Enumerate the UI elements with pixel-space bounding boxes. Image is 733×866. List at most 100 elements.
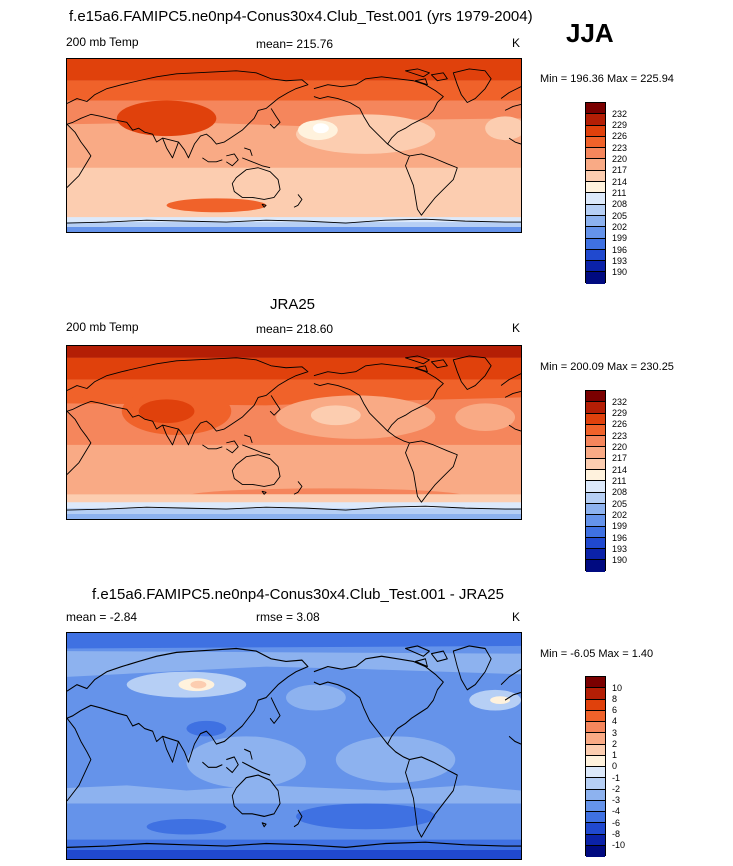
colorbar-tick-label: 220 [612, 154, 628, 164]
colorbar-swatch [586, 560, 605, 572]
panel2-title: JRA25 [270, 296, 316, 313]
colorbar-tick-label: 217 [612, 165, 628, 175]
colorbar-tick-label: 193 [612, 256, 628, 266]
colorbar-tick-label: 8 [612, 694, 618, 704]
panel2-left-label: 200 mb Temp [66, 320, 139, 334]
colorbar-swatch [586, 699, 605, 711]
colorbar-swatch [586, 249, 605, 262]
colorbar-tick-label: 4 [612, 716, 618, 726]
colorbar-swatch [586, 215, 605, 228]
colorbar-tick-label: 214 [612, 465, 628, 475]
colorbar-tick-label: 202 [612, 222, 628, 232]
panel1-left-label: 200 mb Temp [66, 35, 139, 49]
colorbar-tick-label: 205 [612, 499, 628, 509]
colorbar-tick-label: 211 [612, 476, 627, 486]
colorbar-swatch [586, 789, 605, 801]
panel1-mean-label: mean= 215.76 [256, 37, 334, 51]
colorbar-tick-label: -8 [612, 829, 621, 839]
colorbar-tick-label: -4 [612, 806, 621, 816]
colorbar-swatch [586, 125, 605, 137]
colorbar-tick-label: -2 [612, 784, 621, 794]
panel1-title: f.e15a6.FAMIPC5.ne0np4-Conus30x4.Club_Te… [69, 8, 533, 25]
panel2-colorbar [585, 390, 606, 572]
colorbar-swatch [586, 710, 605, 722]
colorbar-tick-label: 229 [612, 408, 628, 418]
panel1-units: K [512, 36, 521, 50]
colorbar-swatch [586, 227, 605, 239]
panel1-colorbar [585, 102, 606, 284]
panel3-colorbar [585, 676, 606, 857]
colorbar-tick-label: 211 [612, 188, 627, 198]
colorbar-tick-label: 6 [612, 705, 618, 715]
colorbar-tick-label: 1 [612, 750, 618, 760]
colorbar-tick-label: 208 [612, 487, 628, 497]
colorbar-swatch [586, 436, 605, 448]
colorbar-swatch [586, 823, 605, 835]
colorbar-swatch [586, 159, 605, 171]
colorbar-tick-label: -1 [612, 773, 621, 783]
colorbar-swatch [586, 537, 605, 550]
colorbar-swatch [586, 778, 605, 790]
colorbar-swatch [586, 413, 605, 425]
colorbar-tick-label: 226 [612, 131, 628, 141]
colorbar-tick-label: 202 [612, 510, 628, 520]
colorbar-swatch [586, 182, 605, 194]
season-label: JJA [566, 18, 614, 48]
colorbar-swatch [586, 103, 605, 115]
panel1-minmax: Min = 196.36 Max = 225.94 [540, 73, 674, 85]
colorbar-tick-label: 196 [612, 533, 628, 543]
colorbar-swatch [586, 481, 605, 493]
colorbar-tick-label: 208 [612, 199, 628, 209]
colorbar-swatch [586, 503, 605, 516]
colorbar-swatch [586, 812, 605, 824]
colorbar-swatch [586, 767, 605, 779]
colorbar-swatch [586, 526, 605, 538]
colorbar-swatch [586, 424, 605, 437]
panel3-mean-label: mean = -2.84 [66, 610, 138, 624]
colorbar-swatch [586, 458, 605, 471]
colorbar-tick-label: 199 [612, 521, 628, 531]
colorbar-tick-label: -3 [612, 795, 621, 805]
colorbar-swatch [586, 136, 605, 149]
panel3-minmax: Min = -6.05 Max = 1.40 [540, 648, 654, 660]
panel3-rmse-label: rmse = 3.08 [256, 610, 320, 624]
colorbar-tick-label: 232 [612, 397, 628, 407]
colorbar-tick-label: 3 [612, 728, 618, 738]
colorbar-swatch [586, 391, 605, 403]
colorbar-swatch [586, 688, 605, 700]
colorbar-tick-label: 193 [612, 544, 628, 554]
colorbar-tick-label: -6 [612, 818, 621, 828]
colorbar-swatch [586, 402, 605, 414]
colorbar-swatch [586, 193, 605, 205]
colorbar-tick-label: 223 [612, 431, 628, 441]
colorbar-tick-label: 223 [612, 143, 628, 153]
colorbar-swatch [586, 170, 605, 183]
colorbar-swatch [586, 238, 605, 250]
colorbar-swatch [586, 515, 605, 527]
colorbar-tick-label: 2 [612, 739, 618, 749]
colorbar-swatch [586, 549, 605, 561]
colorbar-swatch [586, 755, 605, 767]
colorbar-swatch [586, 470, 605, 482]
colorbar-tick-label: 199 [612, 233, 628, 243]
colorbar-tick-label: 229 [612, 120, 628, 130]
colorbar-tick-label: 232 [612, 109, 628, 119]
colorbar-swatch [586, 204, 605, 216]
panel2-map [66, 345, 522, 520]
colorbar-swatch [586, 744, 605, 756]
colorbar-tick-label: 205 [612, 211, 628, 221]
colorbar-tick-label: 10 [612, 683, 623, 693]
colorbar-swatch [586, 834, 605, 846]
colorbar-swatch [586, 677, 605, 689]
colorbar-swatch [586, 845, 605, 857]
panel2-units: K [512, 321, 521, 335]
colorbar-swatch [586, 492, 605, 504]
colorbar-swatch [586, 447, 605, 459]
panel3-units: K [512, 610, 521, 624]
colorbar-tick-label: -10 [612, 840, 626, 850]
colorbar-tick-label: 196 [612, 245, 628, 255]
panel2-mean-label: mean= 218.60 [256, 322, 334, 336]
colorbar-tick-label: 220 [612, 442, 628, 452]
panel3-map [66, 632, 522, 860]
colorbar-swatch [586, 722, 605, 734]
